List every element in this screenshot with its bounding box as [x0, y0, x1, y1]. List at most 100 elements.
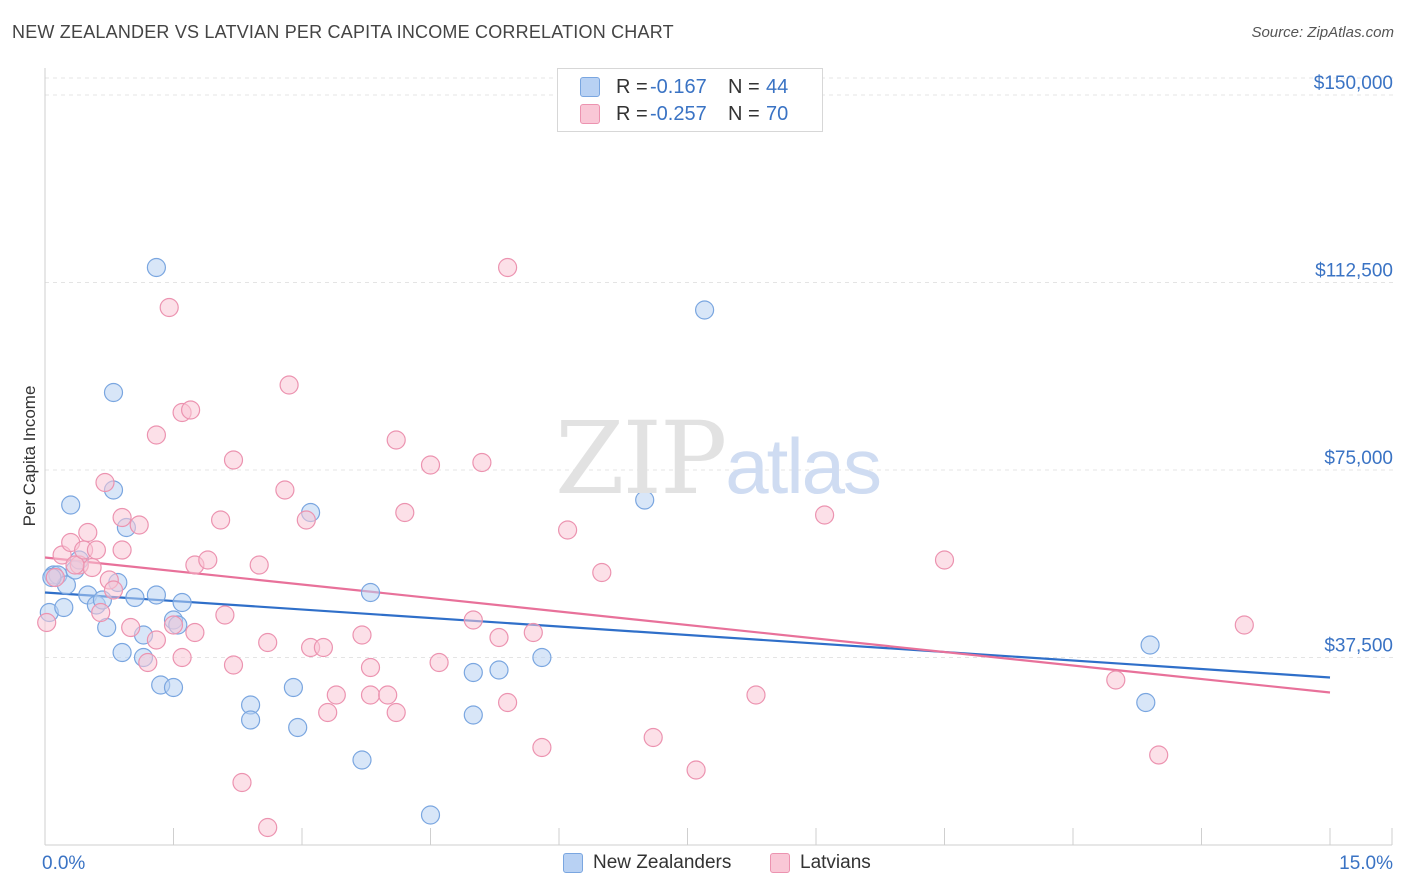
legend-swatch-blue — [580, 77, 600, 97]
y-tick-label: $150,000 — [1314, 73, 1393, 94]
point-new-zealander — [172, 592, 192, 613]
y-axis-label: Per Capita Income — [20, 386, 39, 527]
point-new-zealander — [420, 805, 441, 825]
point-latvian — [215, 605, 235, 625]
point-new-zealander — [103, 382, 124, 403]
point-latvian — [112, 507, 132, 528]
point-new-zealander — [288, 717, 308, 738]
trend-line-latvians — [44, 556, 1331, 694]
legend-label: New Zealanders — [593, 852, 732, 873]
point-new-zealander — [463, 705, 483, 725]
point-latvian — [463, 610, 483, 630]
point-latvian — [326, 685, 346, 705]
point-latvian — [223, 450, 244, 470]
chart-title: NEW ZEALANDER VS LATVIAN PER CAPITA INCO… — [12, 22, 674, 42]
watermark: ZIPatlas — [555, 400, 882, 517]
stats-row-new-zealanders: R = -0.167 N = 44 — [580, 74, 788, 100]
point-latvian — [498, 692, 518, 713]
point-latvian — [129, 515, 149, 535]
stats-legend: R = -0.167 N = 44 R = -0.257 N = 70 — [557, 68, 823, 132]
legend-item-latvians[interactable]: Latvians — [770, 852, 871, 874]
point-latvian — [65, 555, 85, 575]
point-latvian — [498, 257, 518, 278]
point-latvian — [420, 455, 441, 475]
point-latvian — [429, 652, 449, 673]
point-latvian — [592, 562, 612, 583]
point-latvian — [1106, 670, 1126, 690]
point-latvian — [211, 510, 231, 530]
point-latvian — [746, 685, 766, 705]
point-latvian — [360, 685, 381, 705]
point-new-zealander — [360, 582, 381, 603]
point-latvian — [121, 617, 141, 638]
legend-swatch-blue — [563, 853, 583, 873]
point-new-zealander — [489, 660, 509, 680]
point-latvian — [489, 627, 509, 648]
point-new-zealander — [635, 490, 655, 510]
r-label: R = — [616, 102, 648, 125]
point-latvian — [318, 702, 338, 723]
point-latvian — [378, 685, 398, 705]
stats-row-latvians: R = -0.257 N = 70 — [580, 101, 788, 127]
point-latvian — [103, 580, 124, 600]
point-latvian — [523, 622, 543, 643]
y-tick-label: $37,500 — [1324, 636, 1393, 657]
point-latvian — [532, 737, 552, 758]
point-latvian — [686, 760, 706, 780]
point-latvian — [313, 637, 333, 658]
point-new-zealander — [694, 300, 715, 320]
point-latvian — [172, 647, 192, 668]
point-latvian — [643, 727, 663, 748]
series-new-zealanders — [39, 257, 1160, 825]
point-latvian — [78, 522, 98, 543]
n-label: N = — [728, 75, 760, 98]
series-latvians — [37, 257, 1254, 838]
r-value: -0.167 — [650, 75, 707, 98]
point-latvian — [386, 430, 406, 450]
n-value: 70 — [766, 102, 789, 125]
point-latvian — [258, 817, 278, 838]
point-latvian — [146, 630, 166, 650]
point-new-zealander — [532, 647, 552, 668]
watermark-zip: ZIP — [555, 400, 727, 517]
point-latvian — [223, 655, 244, 675]
y-tick-label: $75,000 — [1324, 448, 1393, 469]
legend-item-new-zealanders[interactable]: New Zealanders — [563, 852, 731, 874]
n-value: 44 — [766, 75, 789, 98]
trend-line-new-zealanders — [44, 591, 1331, 679]
point-new-zealander — [463, 662, 483, 683]
r-value: -0.257 — [650, 102, 707, 125]
point-latvian — [279, 375, 299, 395]
legend-swatch-pink — [770, 853, 790, 873]
point-new-zealander — [146, 257, 166, 278]
point-latvian — [360, 657, 381, 678]
n-label: N = — [728, 102, 760, 125]
point-new-zealander — [352, 750, 372, 770]
r-label: R = — [616, 75, 648, 98]
legend-swatch-pink — [580, 104, 600, 124]
point-new-zealander — [1140, 635, 1160, 655]
point-latvian — [934, 550, 955, 570]
point-latvian — [185, 622, 205, 643]
point-latvian — [395, 502, 415, 523]
legend-label: Latvians — [800, 852, 871, 873]
point-new-zealander — [54, 597, 74, 618]
point-latvian — [1234, 615, 1254, 635]
point-latvian — [45, 567, 65, 588]
point-latvian — [37, 612, 57, 633]
point-latvian — [163, 615, 184, 635]
chart-source: Source: ZipAtlas.com — [1251, 24, 1394, 41]
point-new-zealander — [125, 587, 145, 608]
point-latvian — [86, 540, 107, 560]
point-latvian — [82, 557, 102, 578]
point-new-zealander — [146, 585, 166, 605]
point-latvian — [275, 480, 295, 500]
point-latvian — [159, 297, 179, 318]
point-latvian — [138, 652, 158, 673]
point-latvian — [198, 550, 218, 570]
point-new-zealander — [1136, 692, 1156, 713]
x-tick-label-min: 0.0% — [42, 853, 85, 874]
gridlines — [45, 77, 1395, 658]
trend-lines — [44, 556, 1331, 694]
